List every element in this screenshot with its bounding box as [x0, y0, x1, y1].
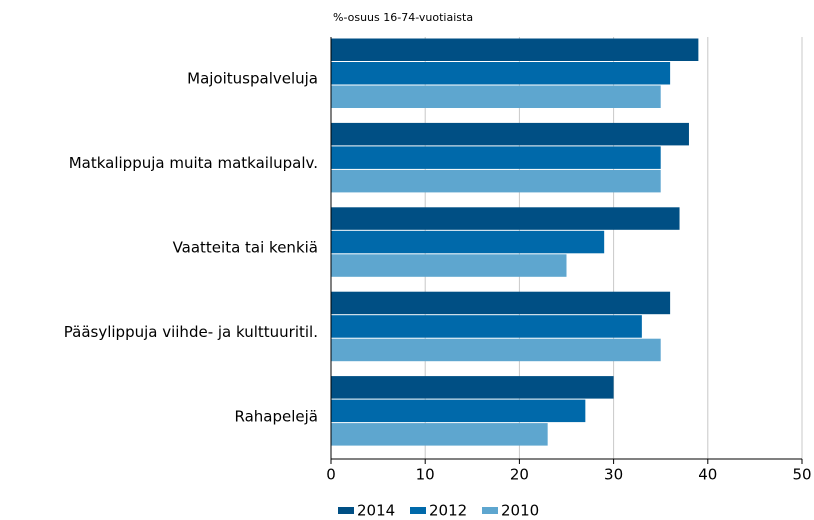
bar	[331, 85, 661, 108]
bar	[331, 423, 548, 446]
x-tick-label: 20	[510, 466, 529, 484]
bar	[331, 38, 699, 61]
category-label: Vaatteita tai kenkiä	[173, 239, 318, 257]
legend-label: 2010	[501, 502, 539, 520]
chart-subtitle: %-osuus 16-74-vuotiaista	[333, 11, 473, 24]
legend-swatch	[338, 507, 354, 514]
category-label: Majoituspalveluja	[187, 70, 318, 88]
category-label: Matkalippuja muita matkailupalv.	[69, 154, 318, 172]
bar	[331, 376, 614, 399]
x-tick-label: 0	[326, 466, 336, 484]
bar	[331, 207, 680, 230]
x-tick-label: 50	[792, 466, 811, 484]
bar	[331, 315, 642, 338]
category-label: Rahapelejä	[235, 407, 319, 425]
bar	[331, 399, 586, 423]
bar	[331, 169, 661, 193]
legend-label: 2014	[357, 502, 395, 520]
bar	[331, 254, 567, 277]
x-tick-label: 10	[416, 466, 435, 484]
bar	[331, 122, 689, 146]
legend-label: 2012	[429, 502, 467, 520]
bar	[331, 62, 671, 85]
x-tick-label: 40	[698, 466, 717, 484]
x-tick-label: 30	[604, 466, 623, 484]
bar	[331, 338, 661, 362]
bar	[331, 146, 661, 169]
legend-swatch	[482, 507, 498, 514]
bar	[331, 291, 671, 315]
bar	[331, 230, 605, 254]
legend-swatch	[410, 507, 426, 514]
category-label: Pääsylippuja viihde- ja kulttuuritil.	[64, 323, 318, 341]
